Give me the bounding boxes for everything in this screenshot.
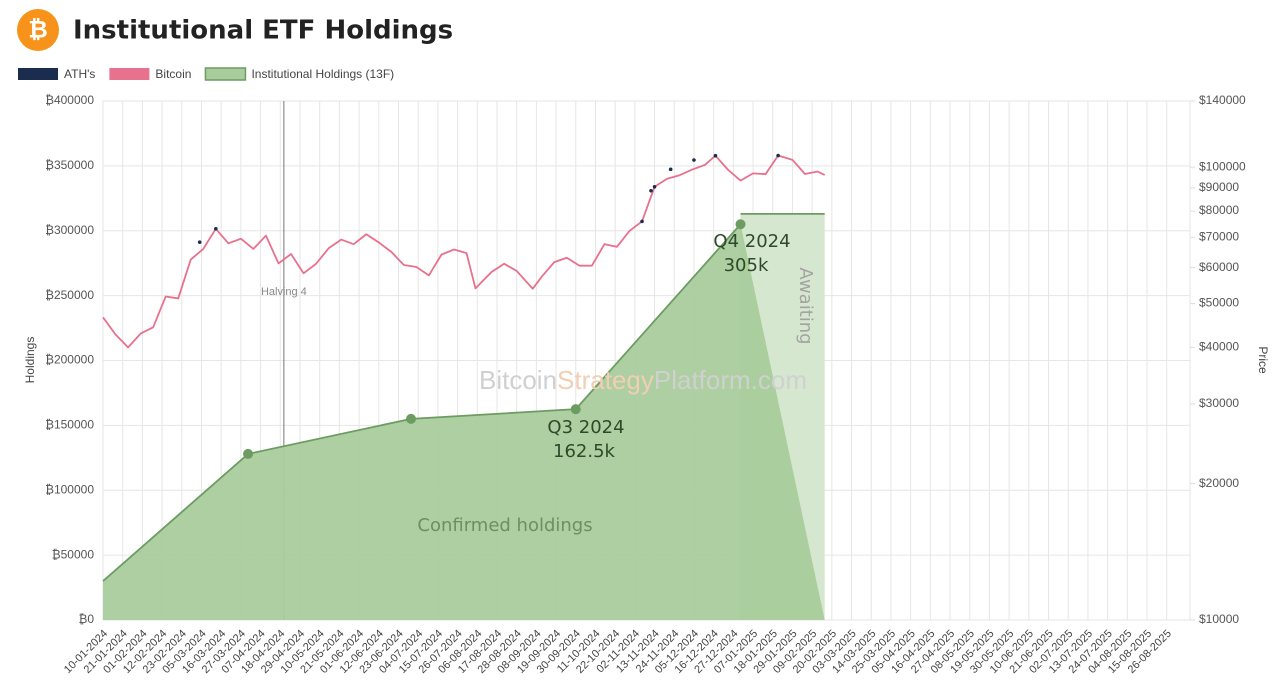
ath-point (214, 226, 218, 231)
y2-tick-label: $30000 (1199, 396, 1239, 410)
y-tick-label: ₿150000 (45, 418, 94, 432)
y-tick-label: ₿0 (78, 612, 94, 626)
watermark-part: Strategy (557, 365, 654, 395)
legend-label: Institutional Holdings (13F) (251, 67, 394, 81)
y-tick-label: ₿200000 (45, 353, 94, 367)
holdings-point (735, 219, 746, 230)
annotation: Confirmed holdings (417, 515, 592, 536)
y2-tick-label: $20000 (1199, 476, 1239, 490)
holdings-area (103, 224, 825, 620)
y-tick-label: ₿100000 (45, 482, 94, 496)
ath-point (692, 158, 696, 162)
annotation: 305k (724, 255, 769, 276)
ath-point (713, 153, 718, 158)
y-tick-label: ₿50000 (52, 547, 95, 561)
legend-label: Bitcoin (155, 67, 191, 81)
price-line (102, 154, 826, 349)
legend-swatch (18, 68, 58, 80)
watermark-part: Platform.com (654, 365, 807, 395)
y-axis-title: Holdings (23, 337, 37, 384)
ath-point (776, 153, 780, 158)
holdings-point (406, 413, 417, 424)
y2-axis-title: Price (1256, 346, 1270, 374)
y2-tick-label: $60000 (1199, 260, 1239, 274)
chart-title: Institutional ETF Holdings (73, 16, 453, 46)
legend-swatch (109, 68, 150, 80)
halving-label: Halving 4 (261, 286, 307, 298)
y2-tick-label: $10000 (1199, 612, 1239, 626)
legend-label: ATH's (64, 67, 95, 81)
holdings-point (243, 448, 254, 459)
watermark-part: Bitcoin (479, 365, 557, 395)
y-tick-label: ₿350000 (45, 158, 94, 172)
annotation: Q3 2024 (547, 417, 624, 438)
annotation: Q4 2024 (713, 231, 790, 252)
y2-tick-label: $40000 (1199, 340, 1239, 354)
logo: ₿ (28, 16, 48, 43)
ath-point (197, 240, 202, 244)
y2-tick-label: $50000 (1199, 296, 1239, 310)
ath-point (668, 167, 673, 172)
y-tick-label: ₿250000 (45, 288, 94, 302)
y2-tick-label: $100000 (1199, 159, 1246, 173)
y2-tick-label: $140000 (1199, 93, 1246, 107)
y-tick-label: ₿300000 (45, 223, 94, 237)
annotation: 162.5k (553, 441, 616, 462)
ath-point (652, 185, 657, 189)
watermark: BitcoinStrategyPlatform.com (479, 365, 807, 395)
legend-swatch (204, 67, 247, 81)
ath-point (640, 219, 644, 224)
y2-tick-label: $70000 (1199, 229, 1239, 243)
holdings-point (570, 404, 581, 415)
annotation: Awaiting (795, 267, 816, 344)
logo-circle (17, 9, 59, 51)
y2-tick-label: $90000 (1199, 180, 1239, 194)
y2-tick-label: $80000 (1199, 203, 1239, 217)
plot: 10-01-202421-01-202401-02-202412-02-2024… (45, 93, 1246, 676)
ath-point (649, 188, 653, 193)
y-tick-label: ₿400000 (45, 93, 94, 107)
